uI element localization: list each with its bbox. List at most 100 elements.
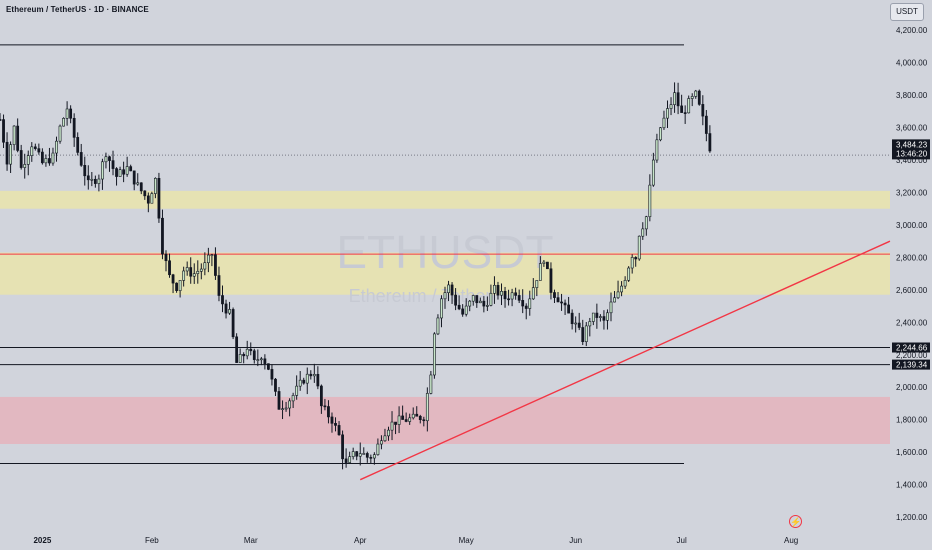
candle-up: [666, 108, 669, 119]
candle-up: [104, 156, 108, 163]
candle-down: [327, 406, 330, 418]
candle-down: [482, 300, 486, 307]
candle-down: [214, 254, 217, 276]
candle-down: [355, 451, 359, 457]
candle-down: [270, 369, 274, 380]
level-price-label: 2,244.66: [896, 344, 928, 353]
y-tick-label: 2,400.00: [896, 318, 928, 327]
y-tick-label: 1,200.00: [896, 513, 928, 522]
candle-up: [44, 158, 48, 164]
candle-up: [284, 407, 288, 410]
candle-up: [228, 309, 231, 314]
candle-down: [16, 125, 20, 151]
candle-down: [394, 421, 397, 425]
candle-down: [129, 166, 133, 172]
candle-up: [185, 267, 189, 272]
watermark-symbol: ETHUSDT: [336, 226, 553, 278]
candle-down: [337, 425, 341, 436]
candle-up: [694, 90, 698, 97]
candle-up: [528, 298, 532, 309]
chart-title: Ethereum / TetherUS · 1D · BINANCE: [6, 5, 149, 14]
candle-down: [231, 309, 235, 338]
x-tick-label: Apr: [354, 536, 367, 545]
candle-down: [263, 358, 267, 364]
candle-up: [542, 261, 546, 264]
candle-down: [581, 327, 585, 342]
candle-up: [411, 413, 415, 419]
zone-support-red: [0, 396, 890, 444]
candle-down: [5, 141, 9, 165]
candle-down: [252, 350, 256, 360]
candle-up: [383, 435, 387, 442]
candle-down: [697, 90, 701, 105]
candle-up: [687, 98, 691, 114]
candle-down: [19, 150, 23, 168]
candle-up: [690, 96, 694, 99]
candle-up: [433, 333, 436, 376]
candle-down: [546, 261, 549, 270]
alert-bolt-icon[interactable]: ⚡: [789, 515, 802, 528]
y-tick-label: 1,400.00: [896, 481, 928, 490]
candle-down: [277, 391, 281, 410]
candle-down: [319, 385, 323, 407]
candle-down: [115, 168, 118, 177]
candle-up: [609, 301, 613, 314]
candle-up: [281, 408, 284, 410]
candle-up: [443, 292, 447, 300]
candle-up: [655, 139, 659, 161]
candle-down: [33, 146, 37, 149]
candle-up: [584, 325, 588, 342]
candle-down: [309, 373, 313, 377]
y-tick-label: 3,600.00: [896, 124, 928, 133]
candle-up: [259, 358, 263, 361]
candle-up: [118, 169, 122, 177]
candle-down: [563, 302, 567, 306]
candle-down: [302, 379, 306, 384]
candle-up: [623, 279, 627, 287]
candle-up: [489, 293, 493, 306]
candle-down: [2, 119, 5, 143]
candle-down: [316, 373, 320, 387]
candle-up: [154, 178, 157, 194]
candle-down: [221, 295, 224, 305]
candle-up: [30, 146, 34, 156]
candle-down: [139, 182, 143, 192]
candle-down: [567, 304, 571, 314]
candle-up: [641, 228, 645, 237]
trendline: [359, 240, 891, 481]
y-tick-label: 3,200.00: [896, 188, 928, 197]
candle-down: [701, 104, 705, 117]
x-tick-label: Aug: [784, 536, 798, 545]
candle-up: [305, 373, 309, 384]
candle-up: [206, 254, 210, 264]
candle-down: [514, 292, 518, 296]
candle-down: [507, 298, 510, 301]
y-tick-label: 3,800.00: [896, 91, 928, 100]
candle-down: [404, 419, 408, 422]
candle-down: [164, 253, 168, 262]
candle-up: [372, 454, 376, 459]
x-tick-label: Jul: [677, 536, 687, 545]
candle-up: [630, 257, 634, 269]
candle-down: [171, 274, 175, 284]
last-price-label: 3,484.23: [896, 140, 928, 149]
level-price-tag: [892, 342, 930, 353]
candle-down: [418, 415, 422, 421]
zone-resistance-yellow: [0, 190, 890, 209]
candle-up: [97, 178, 101, 184]
candle-down: [634, 257, 638, 260]
candle-down: [549, 268, 553, 293]
candle-up: [192, 273, 196, 277]
candle-up: [588, 321, 592, 327]
candle-down: [235, 336, 239, 363]
candle-up: [390, 421, 394, 431]
currency-unit-button[interactable]: USDT: [890, 3, 924, 21]
candle-down: [79, 152, 83, 166]
y-tick-label: 1,600.00: [896, 448, 928, 457]
candle-up: [535, 280, 539, 288]
candle-up: [9, 144, 12, 165]
candle-up: [616, 291, 620, 299]
candle-down: [274, 378, 277, 392]
candle-up: [348, 456, 352, 463]
